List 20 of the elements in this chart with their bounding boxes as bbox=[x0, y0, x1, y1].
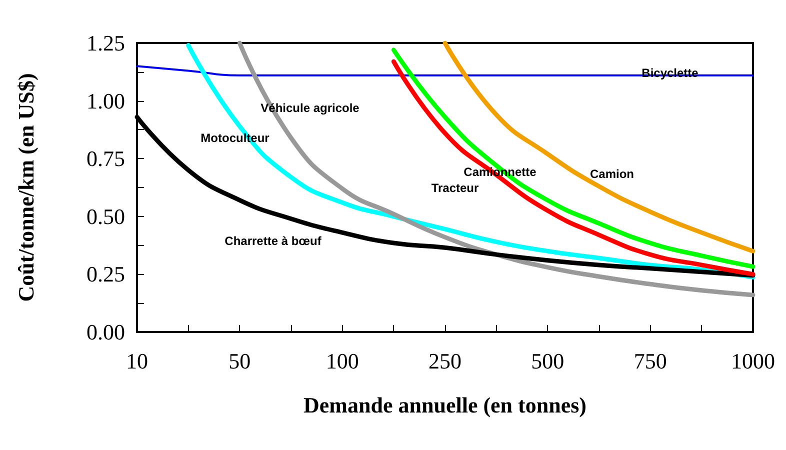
x-tick-label: 250 bbox=[428, 348, 462, 374]
series-label: Tracteur bbox=[431, 181, 480, 195]
series-label: Véhicule agricole bbox=[260, 101, 360, 115]
x-tick-label: 1000 bbox=[731, 348, 775, 374]
series-label: Charrette à bœuf bbox=[224, 234, 322, 248]
x-tick-label: 50 bbox=[228, 348, 251, 374]
y-tick-label: 0.50 bbox=[86, 204, 125, 229]
line-series bbox=[134, 114, 756, 278]
y-tick-label: 0.00 bbox=[86, 320, 125, 344]
y-tick-label: 1.00 bbox=[86, 88, 125, 114]
x-tick-label: 100 bbox=[326, 348, 359, 374]
series-label: Camion bbox=[590, 167, 634, 181]
x-axis-title: Demande annuelle (en tonnes) bbox=[304, 392, 586, 418]
x-tick-label: 10 bbox=[126, 348, 148, 374]
y-axis-title: Coût/tonne/km (en US$) bbox=[14, 73, 38, 302]
y-tick-label: 0.75 bbox=[86, 146, 125, 172]
y-tick-label: 1.25 bbox=[86, 30, 125, 56]
x-tick-label: 750 bbox=[634, 348, 667, 374]
x-tick-label: 500 bbox=[531, 348, 564, 374]
y-tick-label: 0.25 bbox=[86, 262, 125, 287]
